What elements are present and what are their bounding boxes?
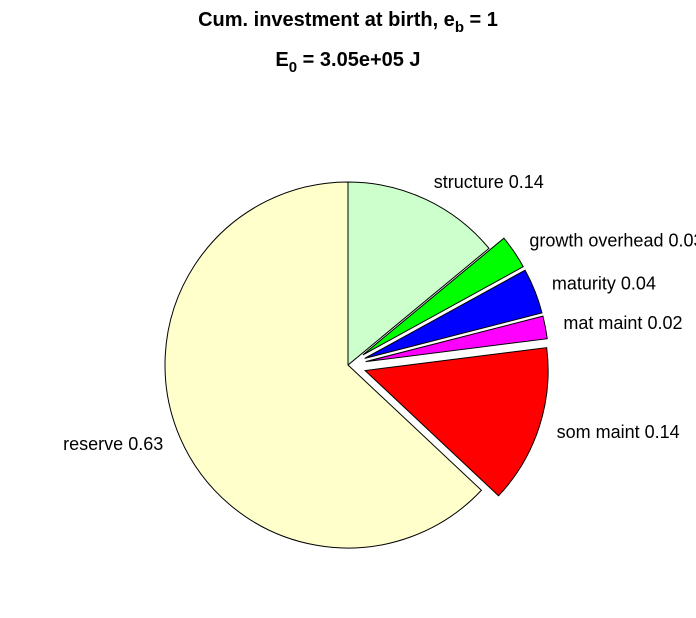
slice-value: 0.14 bbox=[645, 422, 680, 442]
slice-name: reserve bbox=[63, 434, 123, 454]
title-subscript: b bbox=[455, 19, 464, 36]
pie-slice bbox=[164, 181, 483, 549]
pie-slice bbox=[365, 315, 548, 363]
slice-name: som maint bbox=[557, 422, 640, 442]
slice-label: som maint 0.14 bbox=[557, 422, 680, 442]
slice-value: 0.02 bbox=[647, 313, 682, 333]
pie-slice bbox=[347, 181, 490, 367]
slice-label: maturity 0.04 bbox=[552, 273, 656, 293]
pie-slice bbox=[364, 347, 549, 497]
slice-value: 0.63 bbox=[128, 434, 163, 454]
slice-name: maturity bbox=[552, 273, 616, 293]
slice-name: mat maint bbox=[563, 313, 642, 333]
pie-slice bbox=[362, 237, 524, 356]
pie-slice bbox=[364, 269, 543, 359]
slice-label: growth overhead 0.03 bbox=[529, 230, 696, 250]
slice-label: structure 0.14 bbox=[434, 172, 544, 192]
subtitle-text: E bbox=[275, 49, 288, 71]
subtitle-text: = 3.05e+05 J bbox=[297, 49, 420, 71]
slice-value: 0.04 bbox=[621, 273, 656, 293]
title-text: = 1 bbox=[464, 9, 498, 31]
slice-label: mat maint 0.02 bbox=[563, 313, 682, 333]
slice-name: growth overhead bbox=[529, 230, 663, 250]
subtitle-subscript: 0 bbox=[289, 59, 297, 76]
title-text: Cum. investment at birth, e bbox=[198, 9, 455, 31]
slice-value: 0.03 bbox=[668, 230, 696, 250]
slice-name: structure bbox=[434, 172, 504, 192]
slice-value: 0.14 bbox=[509, 172, 544, 192]
chart-subtitle: E0 = 3.05e+05 J bbox=[275, 49, 420, 76]
chart-title: Cum. investment at birth, eb = 1 bbox=[198, 9, 498, 36]
slice-label: reserve 0.63 bbox=[63, 434, 163, 454]
